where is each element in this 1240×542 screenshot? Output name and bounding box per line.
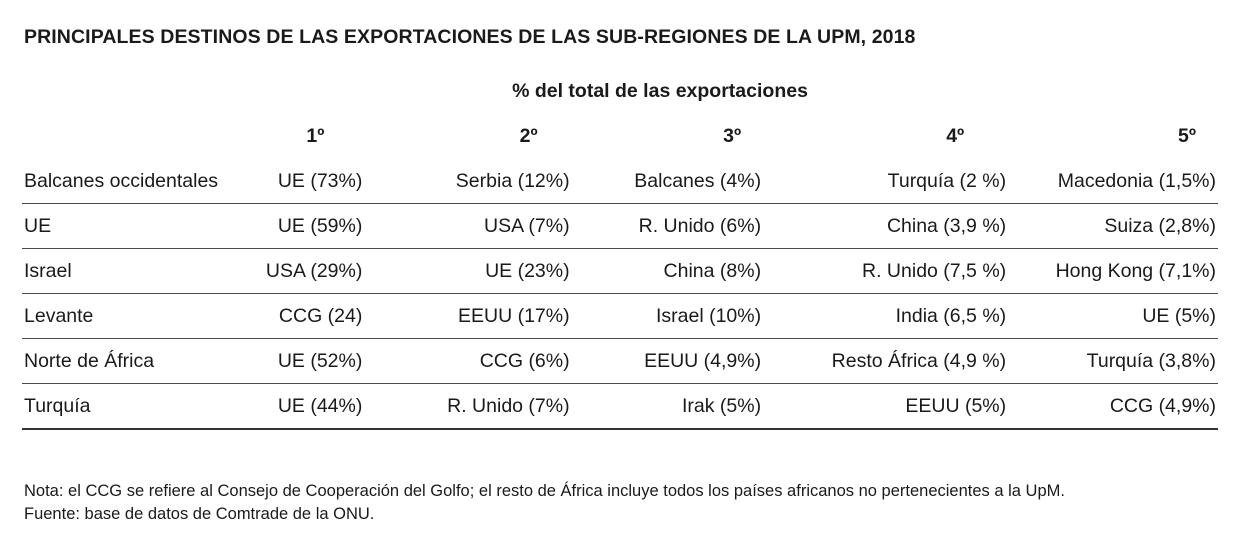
table-row: Turquía UE (44%) R. Unido (7%) Irak (5%)… — [22, 384, 1218, 429]
destination-cell: EEUU (5%) — [905, 394, 1007, 417]
destination-cell: Israel (10%) — [655, 304, 762, 327]
header-rank-3: 3º — [723, 125, 742, 147]
region-label: UE — [24, 214, 52, 237]
destination-cell: UE (59%) — [277, 214, 363, 237]
destination-cell: China (8%) — [663, 259, 762, 282]
destination-cell: CCG (24) — [278, 304, 363, 327]
footnotes: Nota: el CCG se refiere al Consejo de Co… — [24, 480, 1065, 526]
destination-cell: Hong Kong (7,1%) — [1055, 259, 1216, 282]
destination-cell: USA (7%) — [484, 214, 570, 237]
table-row: Norte de África UE (52%) CCG (6%) EEUU (… — [22, 339, 1218, 384]
header-row: 1º 2º 3º 4º 5º — [22, 114, 1218, 159]
destination-cell: UE (52%) — [277, 349, 363, 372]
destination-cell: EEUU (4,9%) — [644, 349, 762, 372]
table-row: Balcanes occidentales UE (73%) Serbia (1… — [22, 159, 1218, 204]
destination-cell: CCG (6%) — [479, 349, 570, 372]
destination-cell: Balcanes (4%) — [634, 169, 762, 192]
table-row: UE UE (59%) USA (7%) R. Unido (6%) China… — [22, 204, 1218, 249]
destination-cell: Serbia (12%) — [455, 169, 570, 192]
header-rank-4: 4º — [946, 125, 965, 147]
region-label: Balcanes occidentales — [24, 169, 219, 192]
region-label: Turquía — [24, 394, 91, 417]
exports-table: 1º 2º 3º 4º 5º Balcanes occidentales UE … — [22, 114, 1218, 430]
region-label: Levante — [24, 304, 94, 327]
region-label: Israel — [24, 259, 72, 282]
destination-cell: UE (44%) — [277, 394, 363, 417]
note-text: Nota: el CCG se refiere al Consejo de Co… — [24, 482, 1065, 500]
table-row: Levante CCG (24) EEUU (17%) Israel (10%)… — [22, 294, 1218, 339]
destination-cell: Resto África (4,9 %) — [831, 349, 1007, 372]
header-rank-1: 1º — [306, 125, 325, 147]
destination-cell: Irak (5%) — [681, 394, 762, 417]
table-subtitle: % del total de las exportaciones — [512, 80, 808, 102]
region-label: Norte de África — [24, 349, 155, 372]
destination-cell: UE (73%) — [277, 169, 363, 192]
table-title: PRINCIPALES DESTINOS DE LAS EXPORTACIONE… — [24, 26, 916, 48]
destination-cell: Turquía (3,8%) — [1086, 349, 1216, 372]
destination-cell: USA (29%) — [265, 259, 363, 282]
header-empty — [22, 114, 228, 159]
destination-cell: EEUU (17%) — [457, 304, 570, 327]
destination-cell: Turquía (2 %) — [887, 169, 1007, 192]
header-rank-2: 2º — [519, 125, 538, 147]
destination-cell: UE (5%) — [1142, 304, 1216, 327]
source-text: Fuente: base de datos de Comtrade de la … — [24, 505, 375, 523]
destination-cell: Macedonia (1,5%) — [1057, 169, 1216, 192]
destination-cell: Suiza (2,8%) — [1104, 214, 1216, 237]
destination-cell: India (6,5 %) — [895, 304, 1007, 327]
destination-cell: China (3,9 %) — [886, 214, 1007, 237]
destination-cell: R. Unido (7,5 %) — [862, 259, 1007, 282]
destination-cell: R. Unido (7%) — [447, 394, 570, 417]
table-row: Israel USA (29%) UE (23%) China (8%) R. … — [22, 249, 1218, 294]
header-rank-5: 5º — [1178, 125, 1196, 147]
destination-cell: CCG (4,9%) — [1109, 394, 1216, 417]
destination-cell: R. Unido (6%) — [638, 214, 762, 237]
destination-cell: UE (23%) — [485, 259, 570, 282]
